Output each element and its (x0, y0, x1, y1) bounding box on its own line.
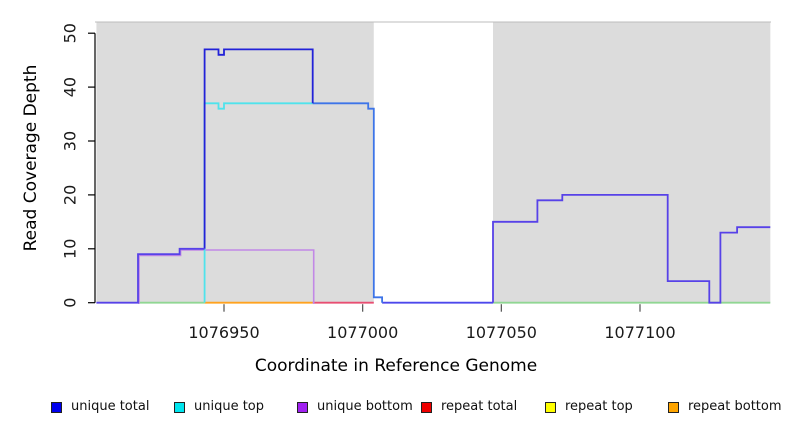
unique-total-line-line (203, 48, 314, 249)
x-tick-label: 1077100 (604, 323, 675, 342)
y-tick-label: 50 (61, 23, 80, 43)
total-right-steps-line (492, 193, 771, 304)
x-tick-label: 1076950 (188, 323, 259, 342)
y-tick-label: 40 (61, 77, 80, 97)
x-tick-label: 1077050 (466, 323, 537, 342)
legend-swatch-icon (545, 401, 556, 413)
y-axis-title: Read Coverage Depth (21, 64, 41, 252)
legend-swatch-icon (51, 401, 62, 413)
legend-label: unique bottom (317, 399, 413, 414)
legend-swatch-icon (174, 401, 185, 413)
legend-item-unique-total: unique total (51, 399, 149, 415)
legend-item-unique-bottom: unique bottom (297, 399, 413, 415)
legend-label: repeat bottom (688, 399, 782, 414)
y-tick-label: 20 (61, 185, 80, 205)
legend-item-repeat-bottom: repeat bottom (668, 399, 782, 415)
shaded-region-2 (493, 22, 771, 303)
y-tick-label: 10 (61, 239, 80, 259)
legend-label: repeat top (565, 399, 633, 414)
legend-item-repeat-top: repeat top (545, 399, 633, 415)
x-tick-label: 1077000 (327, 323, 398, 342)
unique-bottom-line-line (138, 249, 315, 304)
total-over-top-line-line (312, 102, 384, 303)
legend-item-unique-top: unique top (174, 399, 264, 415)
y-tick-label: 0 (61, 298, 80, 308)
legend-label: unique top (194, 399, 265, 414)
legend: unique total unique top unique bottom repea… (0, 399, 792, 417)
legend-label: repeat total (441, 399, 518, 414)
x-axis-title: Coordinate in Reference Genome (254, 356, 538, 376)
legend-swatch-icon (668, 401, 679, 413)
y-tick-label: 30 (61, 131, 80, 151)
total-left-steps-line (96, 247, 205, 304)
legend-swatch-icon (297, 401, 308, 413)
legend-label: unique total (71, 399, 150, 414)
legend-item-repeat-total: repeat total (421, 399, 517, 415)
legend-swatch-icon (421, 401, 432, 413)
